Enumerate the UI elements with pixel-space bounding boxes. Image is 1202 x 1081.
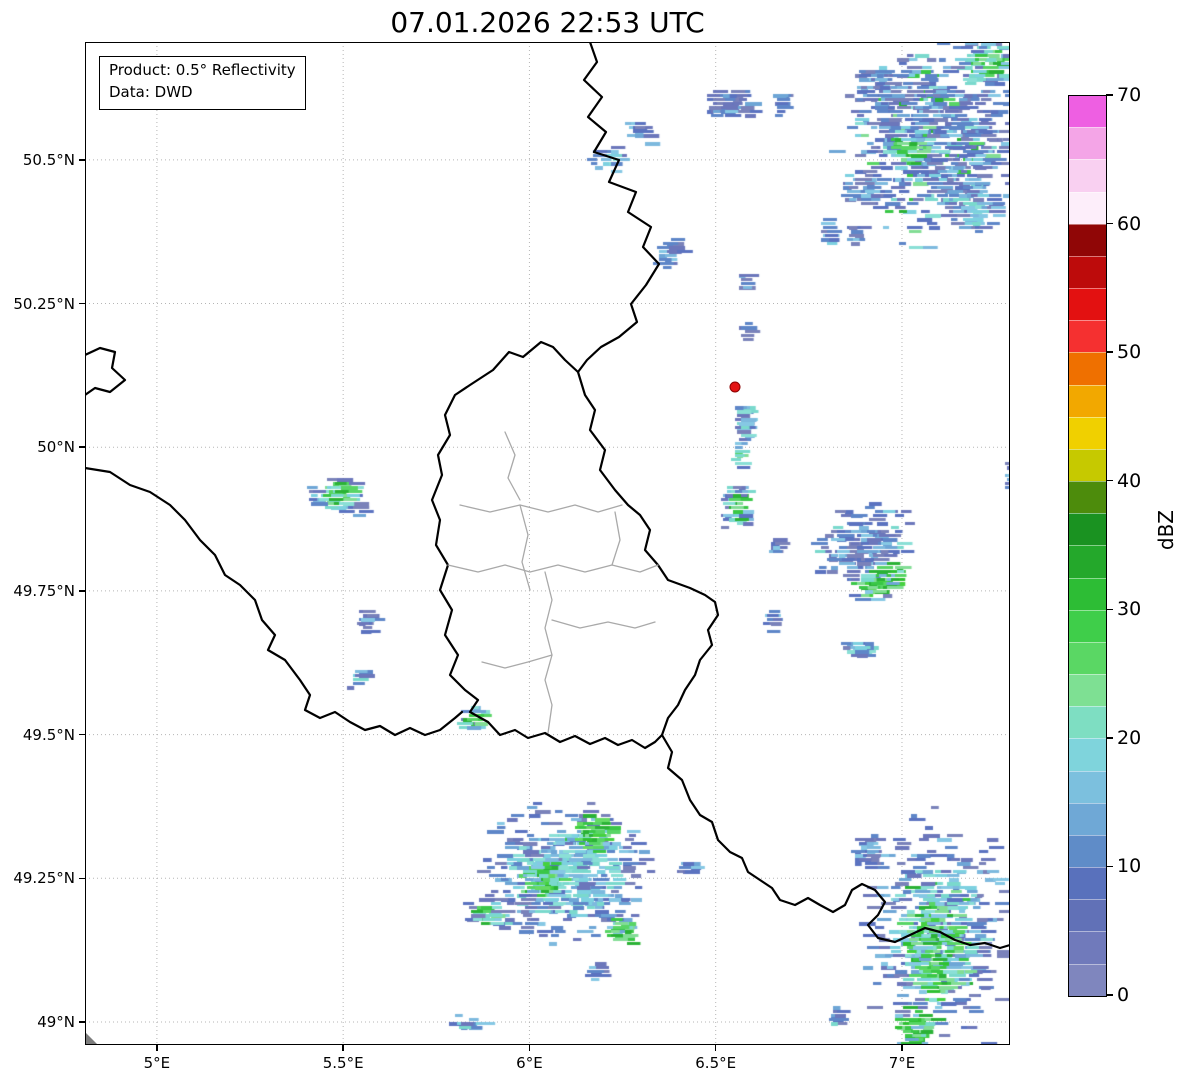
y-tick-label: 49°N [37,1013,75,1031]
y-tick-mark [79,159,85,161]
y-tick-label: 50.5°N [22,150,75,169]
colorbar-segment [1069,384,1106,417]
colorbar-segment [1069,834,1106,868]
y-tick-label: 50°N [37,438,75,457]
colorbar-tick-label: 0 [1117,984,1130,1006]
district-border [481,654,553,669]
x-tick-label: 5°E [143,1054,171,1072]
x-tick-mark [156,1045,158,1051]
colorbar-tick-label: 60 [1117,212,1142,235]
x-tick-mark [528,1045,531,1051]
x-tick-label: 7°E [888,1054,916,1072]
y-tick-mark [79,733,85,736]
colorbar-segment [1069,738,1106,771]
plot-title: 07.01.2026 22:53 UTC [390,6,705,39]
colorbar-tick-label: 70 [1117,84,1142,106]
luxembourg-outline [430,340,720,750]
radar-site-marker [729,381,741,393]
colorbar-segment [1069,641,1106,675]
x-tick-mark [901,1045,903,1051]
colorbar-tick-mark [1106,994,1113,996]
colorbar-segment [1069,899,1106,932]
colorbar-tick-label: 50 [1117,341,1142,364]
border-belgium-france [85,466,464,737]
district-border [551,619,656,629]
colorbar-segment [1069,448,1106,482]
colorbar-segment [1069,802,1106,835]
colorbar-tick-mark [1106,608,1113,611]
colorbar-segment [1069,320,1106,353]
colorbar-tick-mark [1106,222,1113,225]
country-borders [85,42,1010,950]
colorbar-segment [1069,223,1106,256]
x-tick-label: 6.5°E [695,1054,737,1072]
colorbar-tick-label: 30 [1117,598,1142,621]
x-tick-mark [342,1045,344,1051]
colorbar-segment [1069,706,1106,739]
product-line: Product: 0.5° Reflectivity [109,61,296,79]
colorbar-segment [1069,288,1106,321]
y-tick-mark [79,590,85,592]
district-border [519,504,531,591]
colorbar-segment [1069,867,1106,900]
colorbar-segment [1069,931,1106,964]
x-tick-mark [714,1045,717,1051]
district-border [611,511,621,566]
colorbar-segment [1069,352,1106,385]
district-border [504,431,521,501]
colorbar-segment [1069,191,1106,224]
colorbar-tick-label: 40 [1117,469,1142,492]
district-border [544,571,553,734]
radar-echo-canvas [85,42,1010,1045]
luxembourg-district-borders [447,431,659,734]
product-annotation-box: Product: 0.5° Reflectivity Data: DWD [99,56,306,110]
y-tick-mark [79,877,85,880]
colorbar-tick-label: 10 [1117,855,1142,878]
colorbar-tick-mark [1106,479,1113,482]
y-tick-label: 49.5°N [22,725,75,744]
colorbar-segment [1069,545,1106,578]
colorbar-tick-mark [1106,94,1113,96]
colorbar-segment [1069,96,1106,128]
district-border [529,564,659,573]
border-france-meander [85,346,127,397]
x-tick-label: 6°E [516,1054,543,1072]
colorbar-segment [1069,513,1106,546]
border-france-germany [660,733,1010,950]
colorbar-segment [1069,609,1106,642]
colorbar-tick-mark [1106,351,1113,353]
colorbar-tick-mark [1106,865,1113,868]
colorbar-segment [1069,770,1106,803]
colorbar-segment [1069,963,1106,996]
colorbar-segment [1069,577,1106,610]
border-belgium-germany [576,42,661,374]
colorbar-label: dBZ [1154,510,1178,551]
y-tick-label: 50.25°N [13,294,75,313]
x-tick-label: 5.5°E [322,1054,364,1072]
y-tick-label: 49.25°N [13,869,75,888]
colorbar-segment [1069,481,1106,514]
colorbar-segment [1069,127,1106,160]
colorbar-segment [1069,674,1106,707]
y-tick-mark [79,1021,85,1023]
data-source-line: Data: DWD [109,82,193,101]
colorbar-segment [1069,159,1106,192]
map-plot-area: Product: 0.5° Reflectivity Data: DWD [85,42,1010,1045]
district-border [459,504,623,513]
district-border [447,564,531,573]
colorbar-segment [1069,255,1106,289]
colorbar [1068,95,1107,997]
colorbar-tick-label: 20 [1117,726,1142,749]
colorbar-segment [1069,416,1106,449]
colorbar-tick-mark [1106,737,1113,739]
y-tick-mark [79,446,85,448]
y-tick-label: 49.75°N [13,581,75,600]
y-tick-mark [79,302,85,305]
